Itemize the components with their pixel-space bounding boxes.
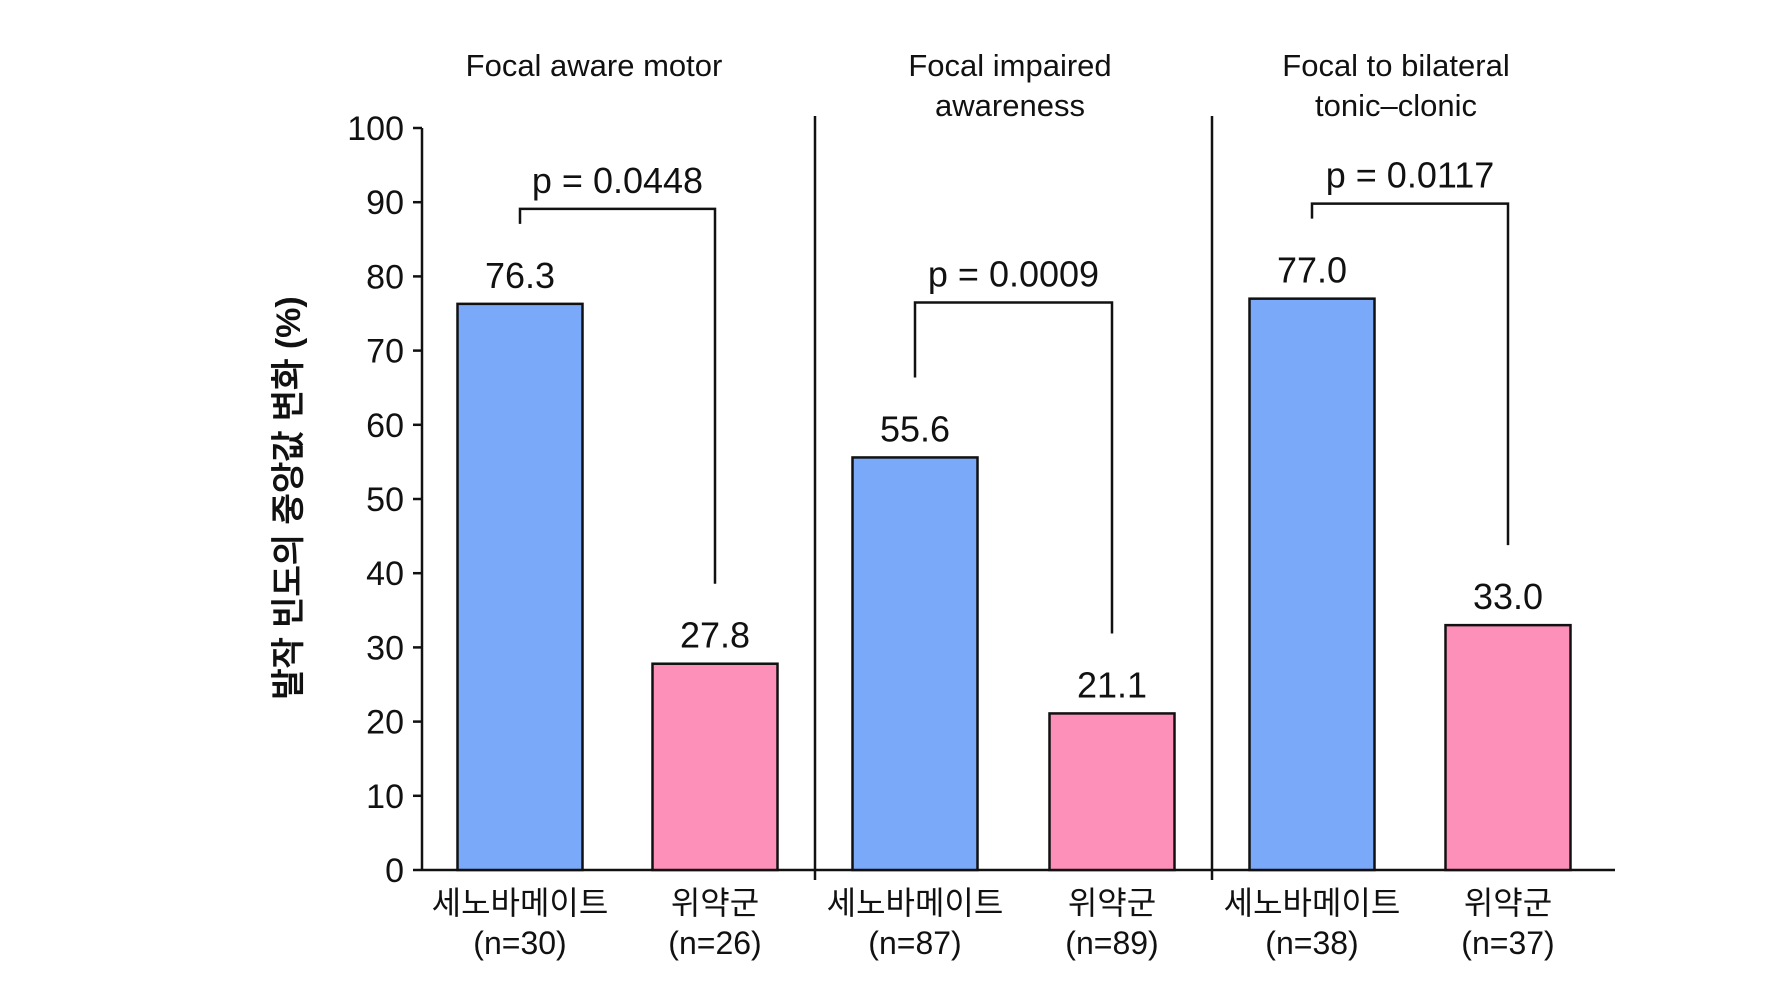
y-tick-label: 90 <box>366 184 404 222</box>
y-tick-label: 10 <box>366 778 404 816</box>
y-tick-label: 70 <box>366 333 404 371</box>
x-sample-size-label: (n=89) <box>1065 925 1158 961</box>
x-category-label: 세노바메이트 <box>827 885 1004 921</box>
bar-placebo <box>651 662 779 872</box>
x-category-label: 위약군 <box>671 885 759 921</box>
panel-title: Focal impaired <box>908 48 1111 83</box>
y-tick-label: 80 <box>366 258 404 296</box>
bars <box>456 297 1572 872</box>
data-label: 33.0 <box>1473 576 1543 617</box>
data-label: 76.3 <box>485 255 555 296</box>
significance-bracket <box>518 207 717 584</box>
x-sample-size-label: (n=38) <box>1265 925 1358 961</box>
data-label: 55.6 <box>880 408 950 449</box>
x-sample-size-label: (n=87) <box>868 925 961 961</box>
bar-treatment <box>1248 297 1376 872</box>
y-tick-label: 20 <box>366 704 404 742</box>
labels: 0 10 20 30 40 50 60 70 80 90 100 Focal aware motor 7… <box>347 48 1554 961</box>
y-tick-label: 100 <box>347 110 404 148</box>
bar-treatment <box>851 456 979 872</box>
p-value-label: p = 0.0117 <box>1326 155 1495 196</box>
x-sample-size-label: (n=37) <box>1461 925 1554 961</box>
y-axis-title: 발작 빈도의 중앙값 변화 (%) <box>270 296 308 699</box>
panel-title: awareness <box>935 88 1085 123</box>
bar-placebo <box>1444 623 1572 872</box>
x-sample-size-label: (n=30) <box>473 925 566 961</box>
y-tick-label: 0 <box>385 852 404 890</box>
p-value-label: p = 0.0009 <box>928 253 1099 294</box>
data-label: 21.1 <box>1077 664 1147 705</box>
bar-placebo <box>1048 712 1176 872</box>
panel-title: Focal aware motor <box>466 48 723 83</box>
data-label: 27.8 <box>680 615 750 656</box>
x-sample-size-label: (n=26) <box>668 925 761 961</box>
significance-bracket <box>1310 202 1510 546</box>
x-category-label: 세노바메이트 <box>1224 885 1401 921</box>
bar-treatment <box>456 302 584 872</box>
axes <box>413 116 1615 880</box>
y-tick-label: 40 <box>366 555 404 593</box>
x-category-label: 세노바메이트 <box>432 885 609 921</box>
p-value-label: p = 0.0448 <box>532 160 703 201</box>
x-category-label: 위약군 <box>1068 885 1156 921</box>
panel-title: tonic–clonic <box>1315 88 1477 123</box>
panel-title: Focal to bilateral <box>1282 48 1509 83</box>
x-category-label: 위약군 <box>1464 885 1552 921</box>
y-tick-label: 50 <box>366 481 404 519</box>
y-tick-label: 60 <box>366 407 404 445</box>
significance-bracket <box>913 301 1114 634</box>
data-label: 77.0 <box>1277 250 1347 291</box>
y-tick-label: 30 <box>366 629 404 667</box>
